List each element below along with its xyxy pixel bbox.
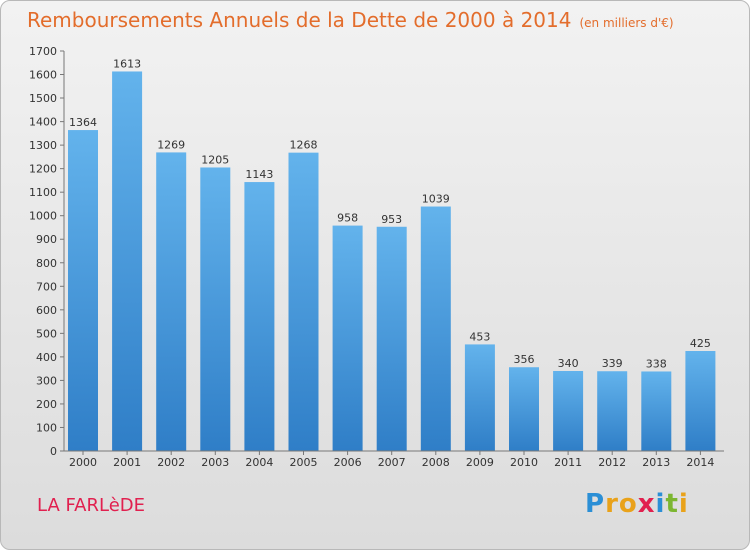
logo-letter: P <box>585 489 606 519</box>
data-label: 339 <box>602 357 623 370</box>
bar <box>420 206 451 451</box>
chart-title-text: Remboursements Annuels de la Dette de 20… <box>27 8 572 32</box>
x-tick-label: 2014 <box>686 456 714 469</box>
bar <box>112 71 143 452</box>
x-tick-label: 2000 <box>69 456 97 469</box>
bar <box>332 225 363 451</box>
data-label: 1268 <box>290 139 318 152</box>
bar <box>156 152 187 452</box>
y-tick-label: 700 <box>36 280 57 293</box>
data-label: 453 <box>469 330 490 343</box>
y-tick-label: 400 <box>36 351 57 364</box>
x-tick-label: 2013 <box>642 456 670 469</box>
y-tick-label: 1200 <box>29 163 57 176</box>
data-label: 1143 <box>245 168 273 181</box>
y-tick-label: 1500 <box>29 92 57 105</box>
data-label: 1205 <box>201 153 229 166</box>
x-tick-label: 2006 <box>334 456 362 469</box>
data-label: 340 <box>558 357 579 370</box>
bar <box>376 226 407 451</box>
data-label: 1269 <box>157 138 185 151</box>
bar <box>244 182 275 451</box>
unit-note: (en milliers d'€) <box>579 16 674 30</box>
y-tick-label: 1000 <box>29 210 57 223</box>
x-tick-label: 2004 <box>245 456 273 469</box>
data-label: 953 <box>381 213 402 226</box>
x-tick-label: 2005 <box>290 456 318 469</box>
logo-letter: r <box>605 489 619 519</box>
proxiti-logo: Proxiti <box>585 489 689 519</box>
y-tick-label: 500 <box>36 327 57 340</box>
logo-letter: i <box>655 489 666 519</box>
y-tick-label: 900 <box>36 233 57 246</box>
y-axis: 0 100 200 300 400 500 600 700 800 900 1000 1100 1200… <box>29 45 65 458</box>
bar <box>553 371 584 451</box>
data-label: 338 <box>646 357 667 370</box>
bar <box>597 371 628 451</box>
y-tick-label: 300 <box>36 374 57 387</box>
data-label: 425 <box>690 337 711 350</box>
x-tick-label: 2009 <box>466 456 494 469</box>
bars: 1364 1613 1269 1205 1143 1268 958 953 1039 453 356… <box>68 57 716 452</box>
y-tick-label: 1400 <box>29 116 57 129</box>
chart-title: Remboursements Annuels de la Dette de 20… <box>27 8 674 32</box>
y-tick-label: 1700 <box>29 45 57 58</box>
data-label: 1364 <box>69 116 97 129</box>
x-tick-label: 2008 <box>422 456 450 469</box>
commune-name: LA FARLèDE <box>37 495 146 516</box>
y-tick-label: 0 <box>50 445 57 458</box>
x-tick-label: 2010 <box>510 456 538 469</box>
logo-letter: i <box>678 489 689 519</box>
x-tick-label: 2011 <box>554 456 582 469</box>
x-tick-label: 2002 <box>157 456 185 469</box>
y-tick-label: 1300 <box>29 139 57 152</box>
y-tick-label: 1100 <box>29 186 57 199</box>
y-tick-label: 600 <box>36 304 57 317</box>
data-label: 356 <box>514 353 535 366</box>
logo-letter: o <box>618 489 638 519</box>
bar <box>685 351 716 451</box>
bar <box>68 130 98 451</box>
x-tick-label: 2007 <box>378 456 406 469</box>
bar <box>641 371 672 451</box>
logo-letter: x <box>637 489 656 519</box>
y-tick-label: 200 <box>36 398 57 411</box>
data-label: 1039 <box>422 193 450 206</box>
x-tick-label: 2001 <box>113 456 141 469</box>
logo-letter: t <box>665 489 679 519</box>
bar <box>288 152 319 451</box>
x-tick-label: 2012 <box>598 456 626 469</box>
y-tick-label: 800 <box>36 257 57 270</box>
y-tick-label: 1600 <box>29 69 57 82</box>
x-axis: 2000 2001 2002 2003 2004 2005 2006 2007 2008 2009… <box>64 450 724 469</box>
bar <box>464 344 495 451</box>
x-tick-label: 2003 <box>201 456 229 469</box>
y-tick-label: 100 <box>36 421 57 434</box>
bar <box>509 367 539 451</box>
bar <box>200 167 231 451</box>
data-label: 958 <box>337 212 358 225</box>
data-label: 1613 <box>113 57 141 70</box>
